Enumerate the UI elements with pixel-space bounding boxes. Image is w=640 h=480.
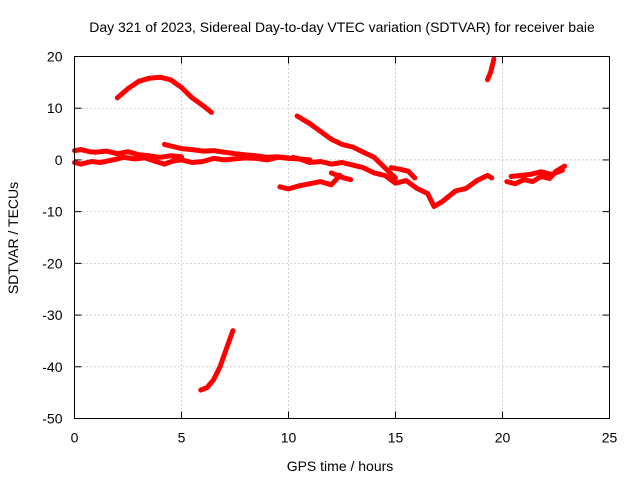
x-tick-label: 5 (178, 430, 186, 446)
y-tick-label: -30 (42, 307, 62, 323)
series-track-m (198, 328, 236, 393)
series-track-b (72, 147, 184, 160)
y-axis-label: SDTVAR / TECUs (5, 182, 21, 294)
y-tick-label: 20 (47, 49, 63, 65)
ticks: 0 5 10 15 20 25 -50 -40 -30 -20 -10 0 10 20 (42, 49, 617, 446)
y-tick-label: -20 (42, 255, 62, 271)
series-layer (72, 56, 568, 393)
series-track-d (161, 141, 291, 161)
series-track-k (508, 167, 565, 179)
x-tick-label: 15 (388, 430, 404, 446)
x-axis-label: GPS time / hours (287, 458, 394, 474)
x-tick-label: 25 (602, 430, 618, 446)
series-track-i (388, 165, 418, 181)
y-tick-label: -40 (42, 359, 62, 375)
y-tick-label: 0 (55, 152, 63, 168)
x-tick-label: 0 (71, 430, 79, 446)
series-track-h (328, 170, 354, 183)
series-track-f (294, 113, 398, 181)
y-tick-label: -50 (42, 411, 62, 427)
chart-title: Day 321 of 2023, Sidereal Day-to-day VTE… (89, 19, 595, 35)
series-track-l (485, 56, 497, 83)
grid (74, 56, 610, 419)
y-tick-label: -10 (42, 204, 62, 220)
series-track-g (277, 172, 343, 192)
y-tick-label: 10 (47, 100, 63, 116)
series-track-e (290, 154, 495, 209)
x-tick-label: 10 (281, 430, 297, 446)
x-tick-label: 20 (495, 430, 511, 446)
plot-frame (74, 56, 610, 419)
series-track-a (114, 74, 214, 115)
